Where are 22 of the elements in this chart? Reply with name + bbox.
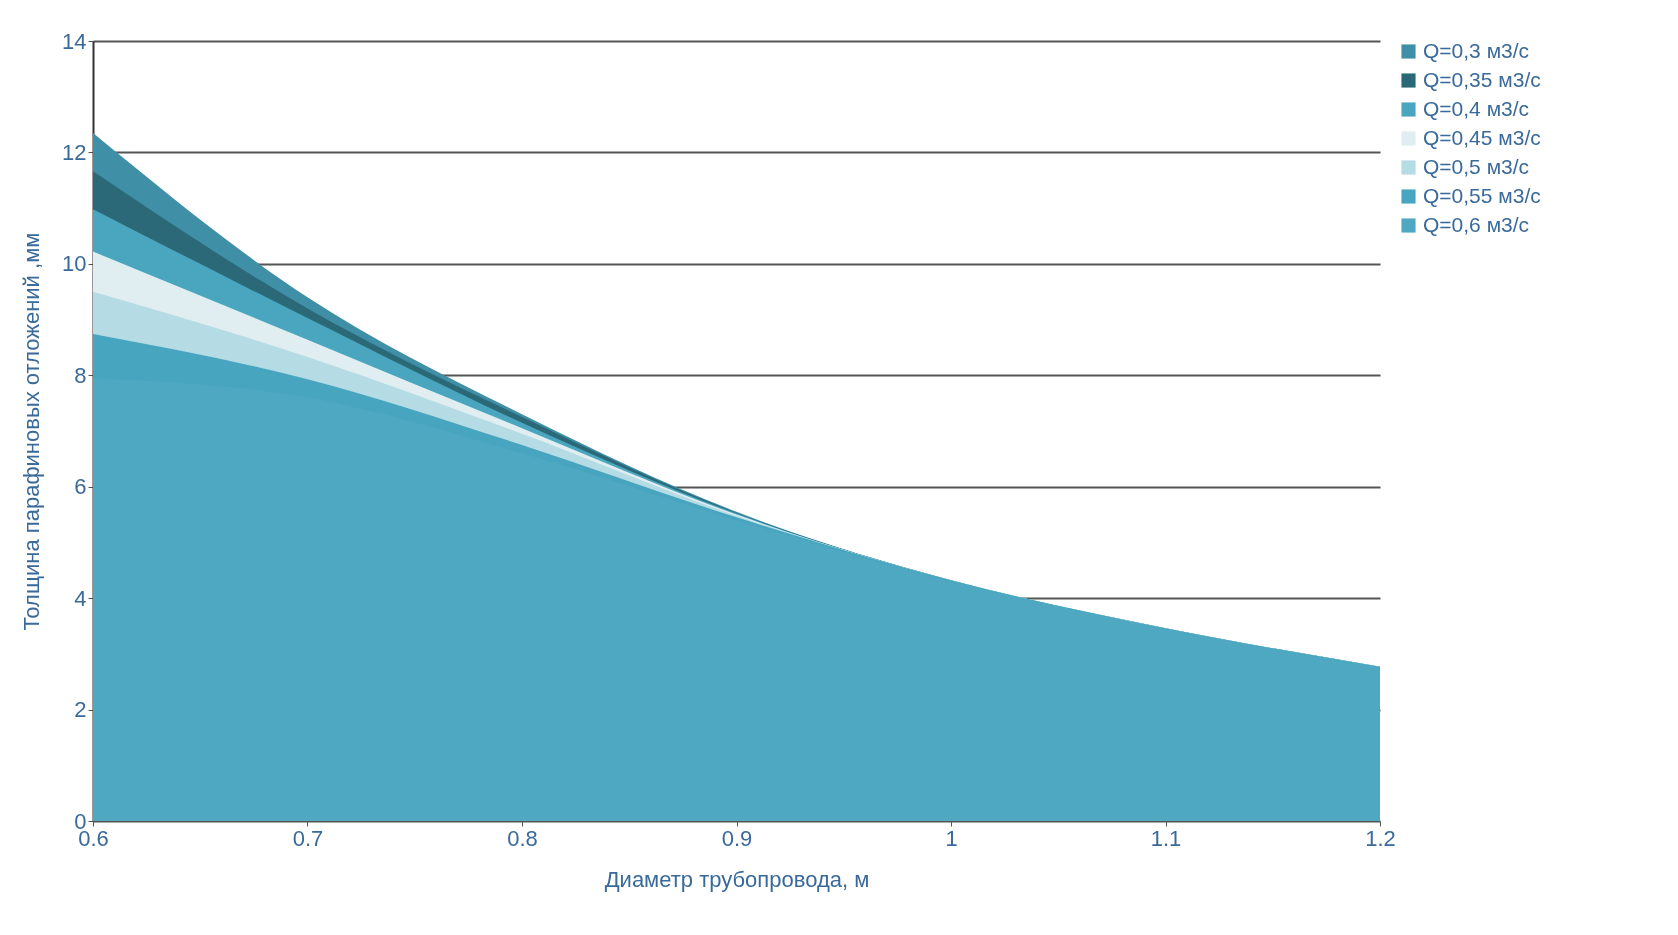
y-tick-label: 2 [74, 697, 87, 723]
y-tick-label: 14 [62, 28, 87, 54]
legend-label: Q=0,3 м3/с [1423, 38, 1530, 62]
x-tick-label: 1.2 [1365, 825, 1396, 851]
x-tick-label: 0.9 [721, 825, 753, 851]
x-tick-label: 0.8 [507, 825, 538, 851]
legend-label: Q=0,6 м3/с [1423, 212, 1530, 236]
legend-label: Q=0,45 м3/с [1423, 125, 1541, 149]
y-tick-label: 6 [74, 474, 87, 500]
y-tick-label: 4 [74, 585, 87, 611]
y-tick-label: 12 [62, 139, 87, 165]
x-tick-label: 0.7 [292, 825, 324, 851]
legend-label: Q=0,4 м3/с [1423, 96, 1530, 120]
legend-label: Q=0,35 м3/с [1423, 67, 1541, 91]
legend-label: Q=0,5 м3/с [1423, 154, 1530, 178]
legend-label: Q=0,55 м3/с [1423, 183, 1541, 207]
y-tick-label: 10 [62, 251, 87, 277]
x-tick-label: 1 [945, 825, 958, 851]
y-axis-title: Толщина парафиновых отложений ,мм [19, 232, 45, 631]
y-tick-label: 8 [74, 362, 87, 388]
x-tick-label: 1.1 [1150, 825, 1182, 851]
x-axis-title: Диаметр трубопровода, м [604, 866, 870, 892]
